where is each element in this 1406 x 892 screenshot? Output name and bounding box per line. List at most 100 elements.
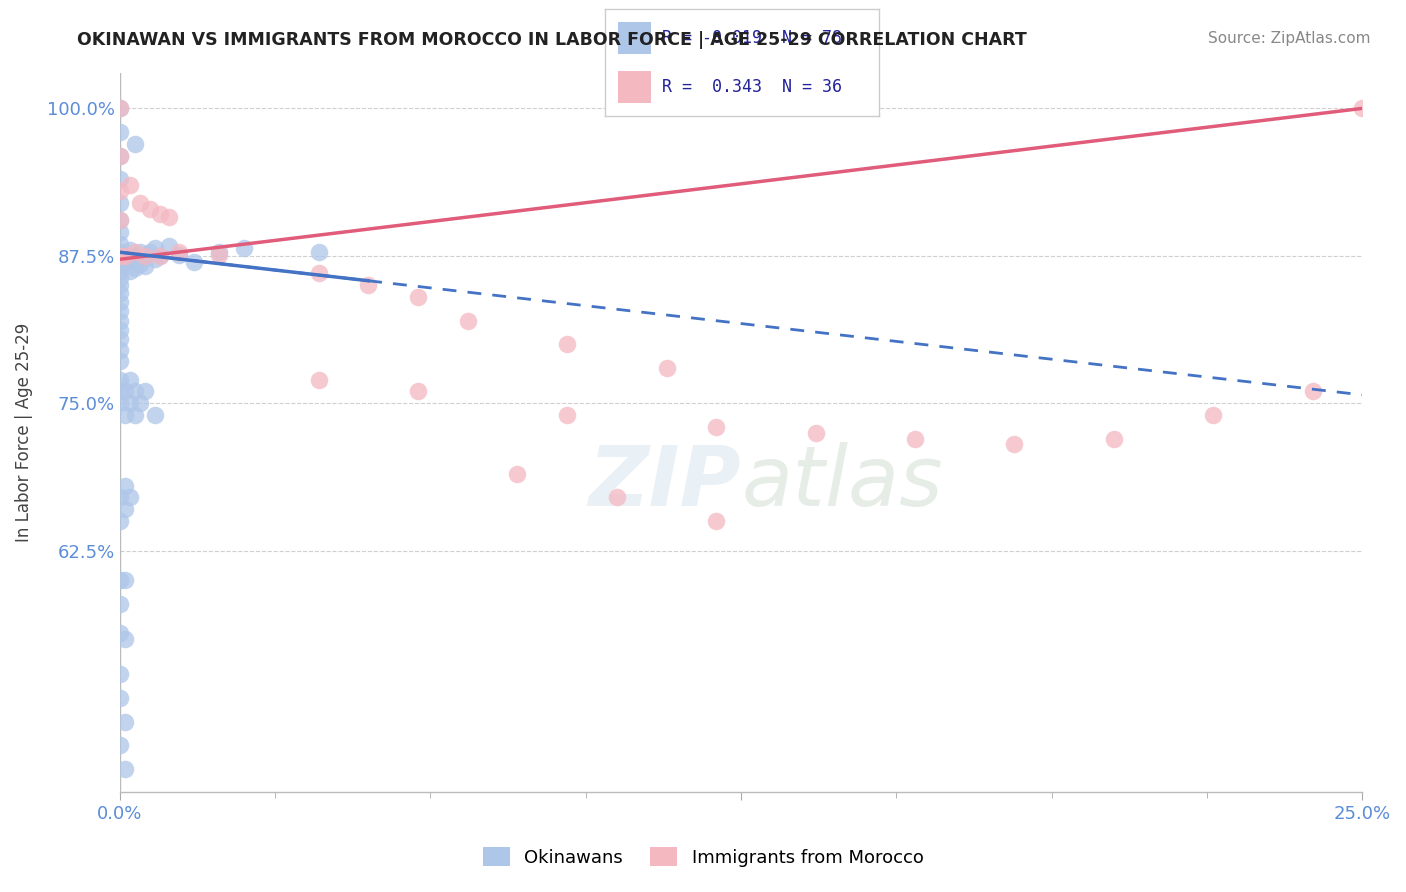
Point	[124, 136, 146, 151]
Point	[114, 573, 136, 587]
Point	[148, 249, 170, 263]
Point	[108, 738, 131, 752]
Point	[138, 245, 160, 260]
Point	[108, 252, 131, 267]
Point	[108, 313, 131, 327]
Point	[704, 419, 727, 434]
Text: Source: ZipAtlas.com: Source: ZipAtlas.com	[1208, 31, 1371, 46]
Point	[124, 245, 146, 260]
Point	[114, 632, 136, 646]
Point	[124, 260, 146, 275]
Point	[357, 278, 380, 293]
Point	[555, 408, 578, 422]
Point	[134, 249, 156, 263]
Point	[108, 396, 131, 410]
Point	[128, 257, 150, 271]
Point	[118, 264, 141, 278]
Point	[108, 271, 131, 285]
Point	[108, 195, 131, 210]
Point	[108, 573, 131, 587]
Point	[108, 249, 131, 263]
Point	[904, 432, 927, 446]
Legend: Okinawans, Immigrants from Morocco: Okinawans, Immigrants from Morocco	[475, 840, 931, 874]
Point	[308, 267, 330, 281]
Point	[1102, 432, 1125, 446]
Point	[159, 239, 181, 253]
Point	[606, 491, 628, 505]
Point	[114, 714, 136, 729]
Point	[506, 467, 529, 481]
Y-axis label: In Labor Force | Age 25-29: In Labor Force | Age 25-29	[15, 323, 32, 542]
Point	[114, 257, 136, 271]
Point	[138, 202, 160, 216]
Point	[804, 425, 827, 440]
Point	[108, 264, 131, 278]
Point	[208, 245, 231, 260]
Point	[108, 384, 131, 399]
Point	[114, 249, 136, 263]
Point	[108, 213, 131, 227]
Point	[114, 762, 136, 776]
Point	[108, 343, 131, 357]
Text: OKINAWAN VS IMMIGRANTS FROM MOROCCO IN LABOR FORCE | AGE 25-29 CORRELATION CHART: OKINAWAN VS IMMIGRANTS FROM MOROCCO IN L…	[77, 31, 1026, 49]
Point	[1351, 101, 1374, 115]
Point	[208, 247, 231, 261]
Point	[143, 408, 166, 422]
Point	[114, 502, 136, 516]
Point	[108, 514, 131, 528]
Point	[128, 396, 150, 410]
Point	[108, 172, 131, 186]
Point	[1202, 408, 1225, 422]
Point	[124, 249, 146, 263]
Point	[108, 667, 131, 681]
Point	[108, 626, 131, 640]
Point	[143, 240, 166, 254]
Point	[108, 690, 131, 705]
Point	[108, 148, 131, 162]
Text: atlas: atlas	[741, 442, 942, 524]
Text: R = -0.019  N = 78: R = -0.019 N = 78	[662, 29, 842, 46]
Text: ZIP: ZIP	[589, 442, 741, 524]
Point	[1302, 384, 1324, 399]
Point	[118, 396, 141, 410]
Point	[148, 249, 170, 263]
Point	[134, 260, 156, 274]
Point	[118, 178, 141, 192]
Point	[1004, 437, 1026, 451]
Point	[183, 254, 205, 268]
Point	[555, 337, 578, 351]
Point	[118, 252, 141, 267]
Point	[118, 373, 141, 387]
Point	[169, 245, 191, 260]
Point	[108, 101, 131, 115]
Point	[108, 101, 131, 115]
Point	[114, 408, 136, 422]
Point	[108, 237, 131, 252]
Point	[655, 360, 678, 375]
Point	[169, 247, 191, 261]
Point	[704, 514, 727, 528]
Point	[124, 408, 146, 422]
Point	[108, 148, 131, 162]
Point	[406, 290, 429, 304]
Point	[114, 384, 136, 399]
Point	[114, 479, 136, 493]
Point	[308, 245, 330, 260]
Point	[124, 384, 146, 399]
Point	[108, 323, 131, 337]
Point	[108, 125, 131, 139]
Point	[108, 597, 131, 611]
Point	[148, 207, 170, 221]
Bar	[619, 71, 651, 103]
Point	[108, 373, 131, 387]
Point	[114, 249, 136, 263]
Point	[108, 294, 131, 309]
Point	[108, 304, 131, 318]
Point	[406, 384, 429, 399]
Point	[108, 286, 131, 301]
Point	[128, 245, 150, 260]
Bar	[619, 21, 651, 54]
Point	[118, 243, 141, 257]
Point	[108, 245, 131, 260]
Point	[134, 249, 156, 263]
